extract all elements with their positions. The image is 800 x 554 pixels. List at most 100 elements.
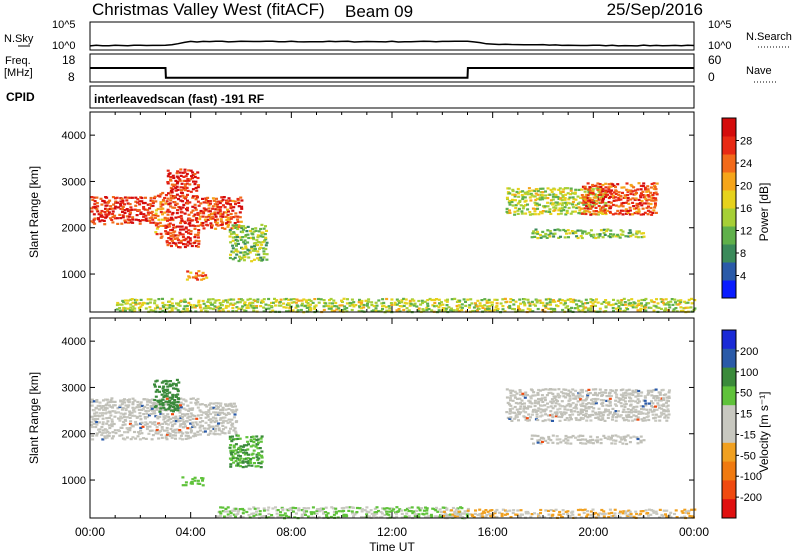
data-cell-5: [597, 407, 601, 410]
data-cell-8: [635, 230, 639, 233]
data-cell-9: [328, 302, 332, 305]
data-cell-0: [105, 215, 109, 218]
data-cell-8: [493, 512, 497, 515]
data-cell-2: [178, 231, 182, 234]
data-cell-9: [553, 307, 557, 311]
data-cell-0: [123, 412, 127, 415]
data-cell-0: [90, 421, 94, 424]
data-cell-7: [618, 211, 622, 215]
data-cell-9: [224, 306, 228, 309]
data-cell-4: [235, 224, 239, 227]
data-cell-8: [515, 513, 519, 516]
data-cell-9: [508, 304, 512, 308]
data-cell-7: [256, 507, 260, 510]
data-cell-5: [544, 413, 548, 416]
data-cell-6: [569, 212, 573, 215]
data-cell-3: [226, 208, 230, 211]
data-cell-7: [302, 512, 306, 515]
data-cell-5: [589, 419, 593, 422]
data-cell-8: [474, 509, 478, 512]
data-cell-6: [561, 202, 565, 205]
data-cell-7: [604, 211, 608, 214]
data-cell-7: [654, 188, 658, 191]
data-cell-2: [229, 449, 233, 452]
data-cell-1: [213, 433, 217, 436]
data-cell-7: [631, 201, 635, 204]
data-cell-9: [395, 303, 399, 306]
data-cell-7: [375, 506, 379, 509]
data-cell-7: [252, 512, 256, 515]
data-cell-5: [616, 410, 620, 413]
data-cell-5: [533, 399, 537, 402]
data-cell-5: [509, 391, 513, 394]
data-cell-5: [647, 418, 651, 422]
data-cell-6: [566, 442, 570, 445]
data-cell-6: [590, 213, 594, 216]
data-cell-9: [177, 302, 181, 305]
data-cell-8: [594, 236, 598, 240]
data-cell-5: [629, 392, 633, 395]
data-cell-6: [566, 192, 570, 195]
data-cell-7: [344, 513, 348, 516]
data-cell-2: [233, 452, 237, 455]
data-cell-6: [546, 201, 550, 204]
data-cell-6: [567, 198, 571, 201]
data-cell-9: [430, 309, 434, 312]
data-cell-0: [108, 426, 112, 430]
data-cell-0: [171, 416, 175, 419]
data-cell-8: [598, 233, 602, 236]
data-cell-7: [584, 209, 588, 213]
data-cell-8: [598, 234, 602, 237]
data-cell-7: [654, 204, 658, 207]
data-cell-9: [226, 301, 230, 304]
data-cell-1: [213, 420, 217, 424]
data-cell-2: [172, 176, 176, 179]
data-cell-5: [592, 393, 596, 396]
data-cell-8: [445, 513, 449, 516]
data-cell-3: [208, 210, 212, 213]
data-cell-8: [607, 235, 611, 238]
data-cell-0: [150, 398, 154, 401]
data-cell-9: [637, 302, 641, 305]
data-cell-5: [601, 418, 605, 421]
data-cell-5: [506, 401, 510, 404]
data-cell-2: [175, 202, 179, 205]
data-cell-7: [636, 205, 640, 208]
data-cell-3: [226, 200, 230, 203]
data-cell-9: [243, 301, 247, 304]
data-cell-9: [644, 309, 648, 312]
data-cell-6: [562, 209, 566, 212]
data-cell-0: [100, 433, 104, 437]
data-cell-0: [111, 435, 115, 438]
data-cell-6: [524, 199, 528, 202]
data-cell-3: [223, 206, 227, 209]
data-cell-9: [370, 303, 374, 307]
data-cell-2: [251, 444, 255, 447]
data-cell-0: [186, 437, 190, 440]
data-cell-5: [606, 413, 610, 416]
data-cell-6: [599, 207, 603, 210]
data-cell-2: [181, 206, 185, 209]
data-cell-9: [639, 307, 643, 310]
data-cell-7: [652, 187, 656, 191]
data-cell-4: [259, 246, 263, 249]
data-cell-2: [175, 193, 179, 196]
data-cell-7: [612, 196, 616, 199]
data-cell-9: [226, 305, 230, 308]
data-cell-1: [234, 410, 238, 413]
data-cell-4: [231, 244, 235, 247]
data-cell-7: [294, 512, 298, 515]
data-cell-2: [244, 460, 248, 463]
data-cell-8: [601, 236, 605, 239]
data-cell-1: [161, 198, 165, 202]
data-cell-5: [601, 404, 605, 407]
data-cell-6: [621, 442, 625, 445]
data-cell-4: [244, 245, 248, 248]
data-cell-6: [639, 441, 643, 444]
data-cell-9: [589, 298, 593, 301]
data-cell-0: [144, 437, 148, 440]
data-cell-2: [196, 224, 200, 227]
data-cell-6: [590, 193, 594, 196]
data-cell-5: [578, 418, 582, 422]
data-cell-4: [246, 252, 250, 255]
